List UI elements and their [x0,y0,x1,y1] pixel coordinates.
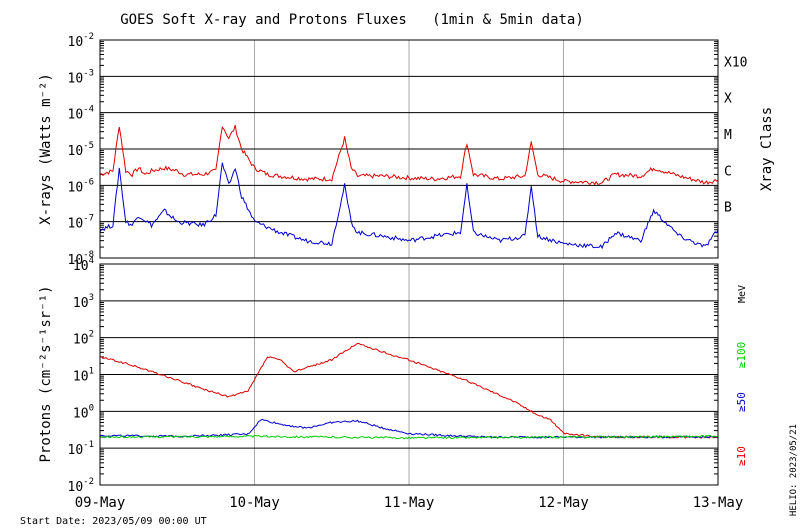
proton-y-tick-label: 10-2 [68,477,95,495]
proton-y-tick-label: 103 [73,293,94,311]
proton-y-tick-label: 10-1 [68,440,95,458]
xray-panel: 10-8 10-7 10-6 10-5 10-4 10-3 10-2 B C M X X10 X-r… [38,32,775,268]
proton-legend-label: ≥100 [735,342,748,369]
xray-y-tick-label: 10-2 [68,32,95,50]
chart-title: GOES Soft X-ray and Protons Fluxes (1min… [120,12,584,28]
xray-class-label: X10 [724,55,747,70]
xray-plot-frame [99,39,719,259]
x-tick-label: 13-May [693,495,744,511]
xray-class-label: X [724,92,732,107]
proton-panel: 10-2 10-1 100 101 102 103 104 09-May 10-May 11-M… [38,256,748,511]
proton-plot-frame [99,263,719,486]
x-tick-label: 09-May [75,495,126,511]
xray-class-label: C [724,164,732,179]
proton-y-tick-label: 101 [73,367,94,385]
xray-y-axis-label: X-rays (Watts m⁻²) [38,73,54,225]
proton-series-2-line [99,434,719,440]
mev-label: MeV [737,285,748,303]
proton-y-axis-label: Protons (cm⁻²s⁻¹sr⁻¹) [38,285,54,462]
xray-y-tick-label: 10-8 [68,250,95,268]
credit-text: HELIO: 2023/05/21 [789,424,799,516]
proton-y-tick-label: 100 [73,403,94,421]
proton-legend-label: ≥50 [735,392,748,412]
xray-series-1-line [99,162,719,250]
x-tick-label: 11-May [384,495,435,511]
xray-y-tick-label: 10-6 [68,177,95,195]
proton-y-tick-label: 104 [73,256,94,274]
x-tick-label: 12-May [538,495,589,511]
proton-legend-label: ≥10 [735,446,748,466]
xray-series-0-line [99,124,719,186]
xray-class-label: M [724,128,732,143]
xray-y-tick-label: 10-7 [68,214,95,232]
x-tick-label: 10-May [229,495,280,511]
start-date: Start Date: 2023/05/09 00:00 UT [20,516,207,527]
proton-y-tick-label: 102 [73,330,94,348]
xray-class-label: B [724,201,732,216]
xray-class-axis-label: Xray Class [759,107,775,191]
xray-y-tick-label: 10-3 [68,68,95,86]
xray-y-tick-label: 10-4 [68,105,95,123]
xray-y-tick-label: 10-5 [68,141,95,159]
